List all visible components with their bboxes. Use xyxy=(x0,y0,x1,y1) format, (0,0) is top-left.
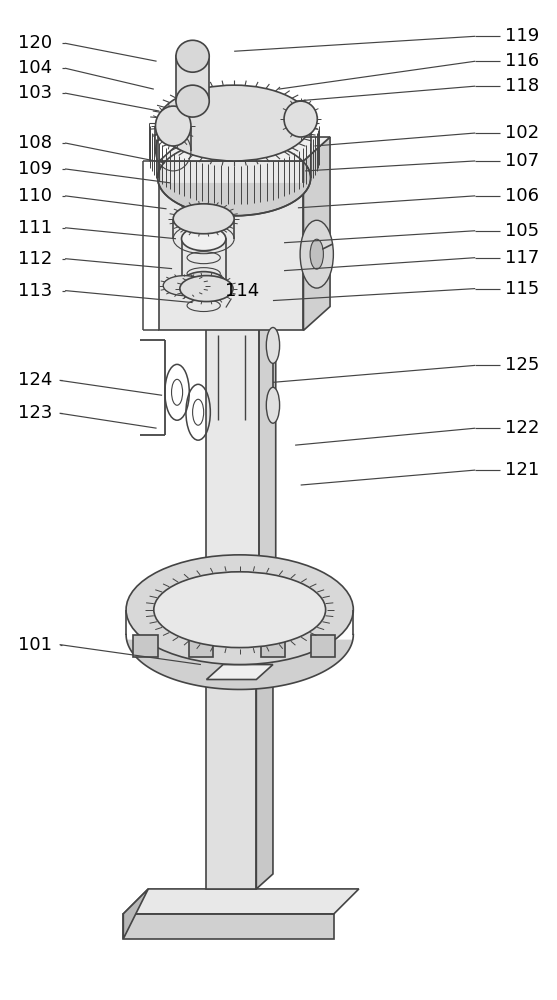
Ellipse shape xyxy=(310,239,324,269)
Text: 111: 111 xyxy=(18,219,52,237)
Bar xyxy=(261,635,285,657)
Ellipse shape xyxy=(173,204,234,234)
Text: 123: 123 xyxy=(18,404,52,422)
Text: 112: 112 xyxy=(18,250,52,268)
Text: 121: 121 xyxy=(505,461,539,479)
Bar xyxy=(133,635,158,657)
Text: 106: 106 xyxy=(505,187,539,205)
Ellipse shape xyxy=(180,276,233,302)
Polygon shape xyxy=(207,320,259,600)
Polygon shape xyxy=(207,665,273,680)
Text: 122: 122 xyxy=(505,419,539,437)
Ellipse shape xyxy=(300,220,334,288)
Polygon shape xyxy=(256,665,273,889)
Text: 120: 120 xyxy=(18,34,52,52)
Text: 115: 115 xyxy=(505,280,539,298)
Ellipse shape xyxy=(266,387,280,423)
Text: 114: 114 xyxy=(226,282,260,300)
Text: 125: 125 xyxy=(505,356,539,374)
Bar xyxy=(189,635,213,657)
Text: 117: 117 xyxy=(505,249,539,267)
Text: 101: 101 xyxy=(18,636,52,654)
Polygon shape xyxy=(207,680,256,889)
Ellipse shape xyxy=(266,327,280,363)
Ellipse shape xyxy=(158,85,311,161)
Ellipse shape xyxy=(154,572,326,648)
Text: 118: 118 xyxy=(505,77,539,95)
Text: 107: 107 xyxy=(505,152,539,170)
Polygon shape xyxy=(304,137,330,330)
Ellipse shape xyxy=(163,276,206,296)
Text: 109: 109 xyxy=(18,160,52,178)
Text: 110: 110 xyxy=(18,187,52,205)
Polygon shape xyxy=(123,914,334,939)
Polygon shape xyxy=(123,889,148,939)
Ellipse shape xyxy=(155,106,191,146)
Ellipse shape xyxy=(284,101,317,137)
Ellipse shape xyxy=(176,40,209,72)
Polygon shape xyxy=(259,306,276,600)
Text: 104: 104 xyxy=(18,59,52,77)
Polygon shape xyxy=(159,137,330,161)
Polygon shape xyxy=(182,239,226,284)
Polygon shape xyxy=(123,889,359,914)
Polygon shape xyxy=(176,56,209,101)
Bar xyxy=(311,635,335,657)
Text: 124: 124 xyxy=(18,371,52,389)
Text: 103: 103 xyxy=(18,84,52,102)
Ellipse shape xyxy=(176,85,209,117)
Ellipse shape xyxy=(182,227,226,251)
Polygon shape xyxy=(159,161,304,330)
Text: 113: 113 xyxy=(18,282,52,300)
Text: 119: 119 xyxy=(505,27,539,45)
Ellipse shape xyxy=(126,555,353,665)
Text: 108: 108 xyxy=(18,134,52,152)
Text: 116: 116 xyxy=(505,52,539,70)
Text: 105: 105 xyxy=(505,222,539,240)
Text: 102: 102 xyxy=(505,124,539,142)
Ellipse shape xyxy=(182,272,226,296)
